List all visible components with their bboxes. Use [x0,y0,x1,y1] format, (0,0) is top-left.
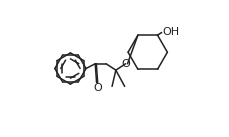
Text: OH: OH [163,27,180,37]
Text: O: O [93,83,102,93]
Text: O: O [122,59,130,69]
